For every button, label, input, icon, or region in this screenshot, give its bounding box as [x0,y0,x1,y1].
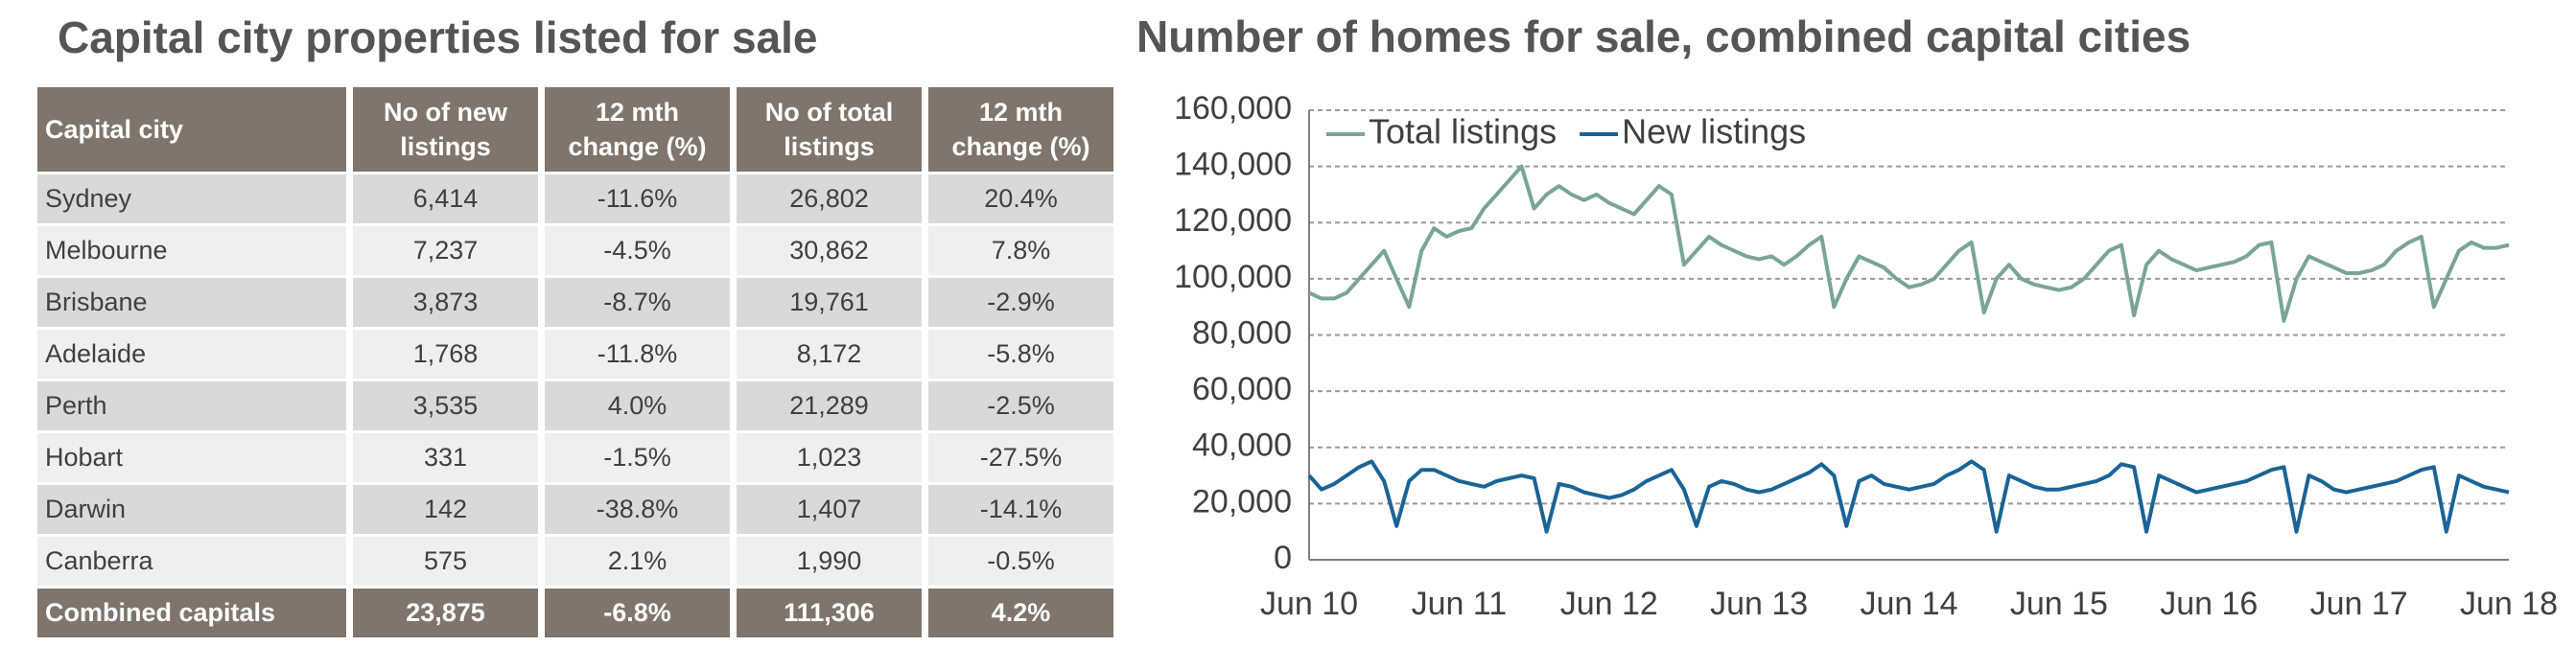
table-cell: 6,414 [353,174,538,223]
footer-row: Combined capitals 23,875 -6.8% 111,306 4.2% [37,589,1113,637]
table-cell: Hobart [37,433,346,482]
table-cell: -1.5% [545,433,730,482]
y-tick-label: 140,000 [1174,147,1292,183]
table-cell: Sydney [37,174,346,223]
footer-cell: Combined capitals [37,589,346,637]
y-tick-label: 80,000 [1192,314,1292,351]
table-cell: -11.6% [545,174,730,223]
x-tick-label: Jun 15 [2010,586,2108,622]
x-tick-label: Jun 18 [2460,586,2558,622]
table-cell: 1,407 [737,485,922,534]
listings-table: Capital city No of new listings 12 mth cha… [31,84,1120,640]
y-tick-label: 160,000 [1174,90,1292,127]
x-tick-label: Jun 10 [1260,586,1358,622]
table-cell: 7,237 [353,226,538,275]
series-line [1308,164,2510,323]
table-cell: Perth [37,381,346,430]
table-cell: -0.5% [928,537,1113,586]
y-tick-label: 0 [1274,540,1292,576]
table-cell: 142 [353,485,538,534]
table-cell: 7.8% [928,226,1113,275]
table-cell: 21,289 [737,381,922,430]
table-row: Canberra 575 2.1% 1,990 -0.5% [37,537,1113,586]
x-tick-label: Jun 14 [1860,586,1957,622]
table-row: Sydney 6,414 -11.6% 26,802 20.4% [37,174,1113,223]
table-cell: -5.8% [928,330,1113,379]
table-cell: -8.7% [545,278,730,327]
y-tick-label: 40,000 [1192,427,1292,464]
table-title: Capital city properties listed for sale [58,12,818,62]
table-cell: Melbourne [37,226,346,275]
footer-cell: 4.2% [928,589,1113,637]
table-cell: 1,990 [737,537,922,586]
table-cell: -2.9% [928,278,1113,327]
table-cell: 3,873 [353,278,538,327]
legend-label: New listings [1622,112,1806,151]
table-body: Sydney 6,414 -11.6% 26,802 20.4% Melbourne 7,2… [37,174,1113,637]
y-tick-label: 100,000 [1174,259,1292,295]
table-cell: Adelaide [37,330,346,379]
chart-title: Number of homes for sale, combined capit… [1136,12,2190,61]
table-cell: -4.5% [545,226,730,275]
series-line [1307,459,2510,534]
table-cell: 575 [353,537,538,586]
table-cell: Brisbane [37,278,346,327]
header-cell: Capital city [37,87,346,172]
y-tick-label: 120,000 [1174,202,1292,239]
table-cell: 19,761 [737,278,922,327]
table-cell: 30,862 [737,226,922,275]
footer-cell: -6.8% [545,589,730,637]
table-cell: 8,172 [737,330,922,379]
table-row: Darwin 142 -38.8% 1,407 -14.1% [37,485,1113,534]
y-tick-label: 60,000 [1192,371,1292,407]
table-cell: -38.8% [545,485,730,534]
table-cell: -2.5% [928,381,1113,430]
table-cell: 3,535 [353,381,538,430]
table-cell: -11.8% [545,330,730,379]
table-row: Perth 3,535 4.0% 21,289 -2.5% [37,381,1113,430]
table-cell: -14.1% [928,485,1113,534]
table-cell: Darwin [37,485,346,534]
header-cell: No of total listings [737,87,922,172]
table-cell: 4.0% [545,381,730,430]
x-tick-label: Jun 12 [1560,586,1658,622]
x-tick-label: Jun 13 [1710,586,1808,622]
x-tick-label: Jun 16 [2160,586,2258,622]
x-tick-label: Jun 11 [1412,586,1508,622]
table-cell: 1,023 [737,433,922,482]
x-tick-label: Jun 17 [2310,586,2408,622]
table-row: Brisbane 3,873 -8.7% 19,761 -2.9% [37,278,1113,327]
header-cell: 12 mth change (%) [928,87,1113,172]
table-cell: 2.1% [545,537,730,586]
header-cell: No of new listings [353,87,538,172]
table-row: Melbourne 7,237 -4.5% 30,862 7.8% [37,226,1113,275]
table-cell: -27.5% [928,433,1113,482]
table-row: Hobart 331 -1.5% 1,023 -27.5% [37,433,1113,482]
table-cell: 26,802 [737,174,922,223]
table-cell: 20.4% [928,174,1113,223]
table-cell: 331 [353,433,538,482]
legend-label: Total listings [1369,112,1557,151]
header-row: Capital city No of new listings 12 mth cha… [37,87,1113,172]
header-cell: 12 mth change (%) [545,87,730,172]
footer-cell: 111,306 [737,589,922,637]
table-cell: Canberra [37,537,346,586]
footer-cell: 23,875 [353,589,538,637]
y-tick-label: 20,000 [1192,483,1292,520]
table-row: Adelaide 1,768 -11.8% 8,172 -5.8% [37,330,1113,379]
table-cell: 1,768 [353,330,538,379]
